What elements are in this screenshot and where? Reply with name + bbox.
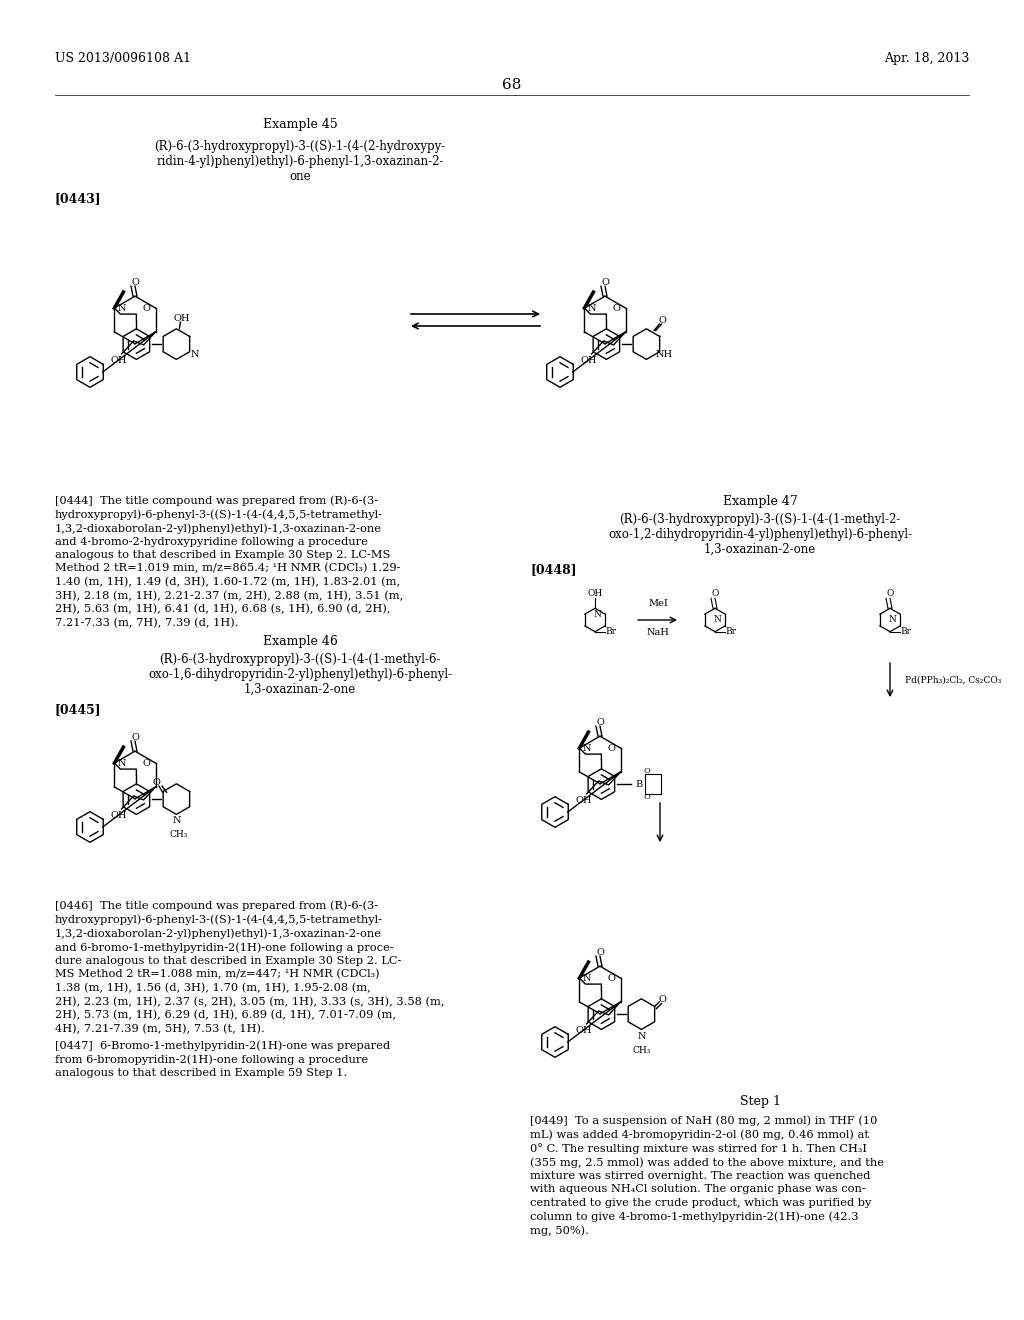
Text: [0448]: [0448] <box>530 564 577 576</box>
Text: N: N <box>587 304 596 313</box>
Text: MeI: MeI <box>648 599 668 609</box>
Text: OH: OH <box>111 812 127 821</box>
Text: OH: OH <box>173 314 189 322</box>
Text: CH₃: CH₃ <box>632 1045 650 1055</box>
Text: B: B <box>636 780 643 788</box>
Text: N: N <box>117 759 126 768</box>
Text: oxo-1,6-dihydropyridin-2-yl)phenyl)ethyl)-6-phenyl-: oxo-1,6-dihydropyridin-2-yl)phenyl)ethyl… <box>147 668 452 681</box>
Text: NH: NH <box>656 350 673 359</box>
Text: Br: Br <box>605 627 616 636</box>
Text: (R)-6-(3-hydroxypropyl)-3-((S)-1-(4-(2-hydroxypy-: (R)-6-(3-hydroxypropyl)-3-((S)-1-(4-(2-h… <box>155 140 445 153</box>
Text: NaH: NaH <box>646 628 670 638</box>
Text: Pd(PPh₃)₂Cl₂, Cs₂CO₃: Pd(PPh₃)₂Cl₂, Cs₂CO₃ <box>905 676 1001 685</box>
Text: O: O <box>131 733 139 742</box>
Text: OH: OH <box>575 1027 592 1035</box>
Text: OH: OH <box>588 589 603 598</box>
Text: O: O <box>612 304 621 313</box>
Text: (R)-6-(3-hydroxypropyl)-3-((S)-1-(4-(1-methyl-2-: (R)-6-(3-hydroxypropyl)-3-((S)-1-(4-(1-m… <box>620 513 901 525</box>
Text: 1,3-oxazinan-2-one: 1,3-oxazinan-2-one <box>244 682 356 696</box>
Text: N: N <box>172 816 180 825</box>
Text: Step 1: Step 1 <box>739 1096 780 1107</box>
Text: O: O <box>887 589 894 598</box>
Text: oxo-1,2-dihydropyridin-4-yl)phenyl)ethyl)-6-phenyl-: oxo-1,2-dihydropyridin-4-yl)phenyl)ethyl… <box>608 528 912 541</box>
Text: O: O <box>607 743 615 752</box>
Text: O: O <box>131 277 139 286</box>
Text: O: O <box>658 315 667 325</box>
Text: O: O <box>142 304 151 313</box>
Text: O: O <box>658 994 666 1003</box>
Text: [0443]: [0443] <box>55 191 101 205</box>
Text: N: N <box>190 350 199 359</box>
Text: O: O <box>596 948 604 957</box>
Text: O: O <box>142 759 151 768</box>
Text: [0444]  The title compound was prepared from (R)-6-(3-
hydroxypropyl)-6-phenyl-3: [0444] The title compound was prepared f… <box>55 495 403 628</box>
Text: N: N <box>713 615 721 623</box>
Text: N: N <box>593 610 601 619</box>
Text: N: N <box>117 304 126 313</box>
Text: O: O <box>153 777 161 787</box>
Text: CH₃: CH₃ <box>169 829 187 838</box>
Text: Apr. 18, 2013: Apr. 18, 2013 <box>884 51 969 65</box>
Text: one: one <box>289 170 311 183</box>
Text: Example 47: Example 47 <box>723 495 798 508</box>
Text: OH: OH <box>111 356 127 366</box>
Text: [0449]  To a suspension of NaH (80 mg, 2 mmol) in THF (10
mL) was added 4-bromop: [0449] To a suspension of NaH (80 mg, 2 … <box>530 1115 884 1236</box>
Text: Example 46: Example 46 <box>262 635 338 648</box>
Text: [0445]: [0445] <box>55 704 101 715</box>
Text: O: O <box>601 277 609 286</box>
Text: O: O <box>644 767 651 775</box>
Text: Br: Br <box>725 627 736 636</box>
Text: N: N <box>888 615 896 623</box>
Text: (R)-6-(3-hydroxypropyl)-3-((S)-1-(4-(1-methyl-6-: (R)-6-(3-hydroxypropyl)-3-((S)-1-(4-(1-m… <box>160 653 440 667</box>
Text: Example 45: Example 45 <box>262 117 337 131</box>
Text: 1,3-oxazinan-2-one: 1,3-oxazinan-2-one <box>703 543 816 556</box>
Text: N: N <box>582 743 591 752</box>
Text: O: O <box>644 793 651 801</box>
Text: [0447]  6-Bromo-1-methylpyridin-2(1H)-one was prepared
from 6-bromopyridin-2(1H): [0447] 6-Bromo-1-methylpyridin-2(1H)-one… <box>55 1040 390 1077</box>
Text: OH: OH <box>575 796 592 805</box>
Text: [0446]  The title compound was prepared from (R)-6-(3-
hydroxypropyl)-6-phenyl-3: [0446] The title compound was prepared f… <box>55 900 444 1034</box>
Text: US 2013/0096108 A1: US 2013/0096108 A1 <box>55 51 191 65</box>
Text: ridin-4-yl)phenyl)ethyl)-6-phenyl-1,3-oxazinan-2-: ridin-4-yl)phenyl)ethyl)-6-phenyl-1,3-ox… <box>157 154 443 168</box>
Text: N: N <box>637 1032 646 1040</box>
Text: O: O <box>596 718 604 727</box>
Text: O: O <box>712 589 719 598</box>
Text: OH: OH <box>581 356 597 366</box>
Text: N: N <box>582 974 591 982</box>
Text: O: O <box>607 974 615 982</box>
Text: 68: 68 <box>503 78 521 92</box>
Text: Br: Br <box>900 627 911 636</box>
